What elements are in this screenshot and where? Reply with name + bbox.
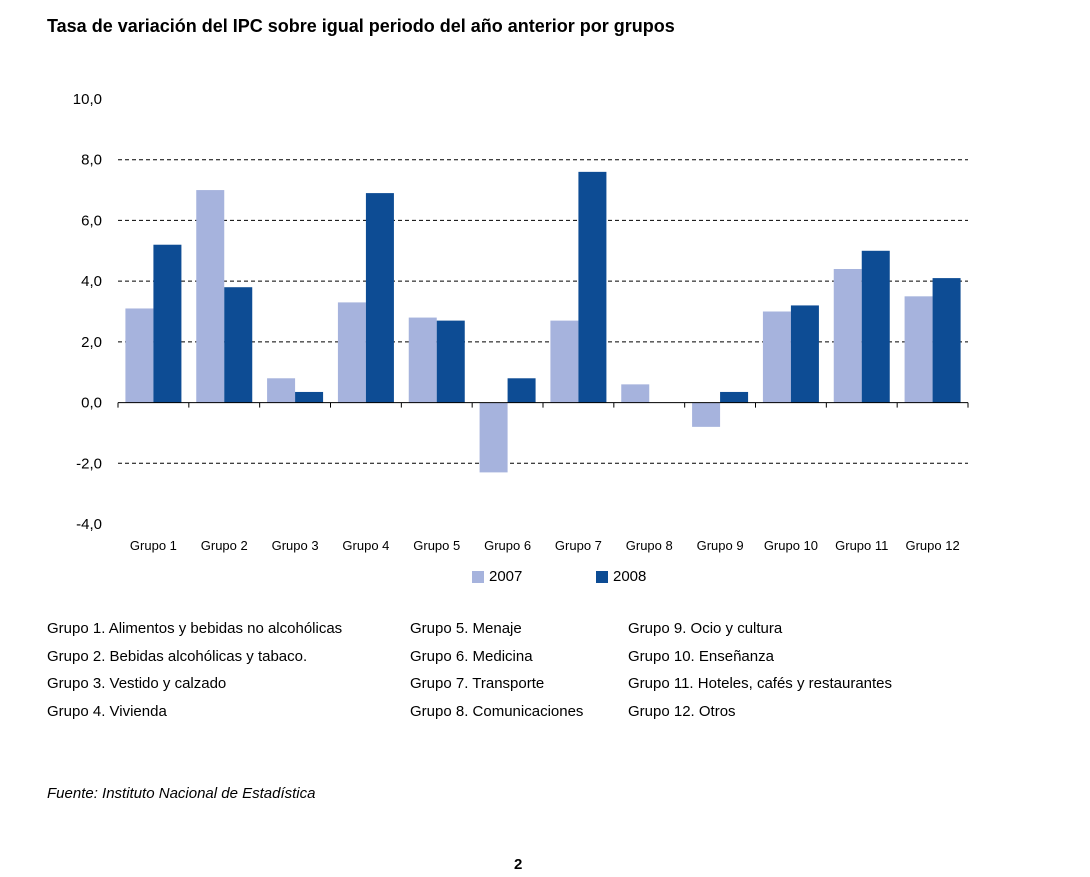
bar-2008-grupo-6	[507, 378, 536, 403]
bar-2007-grupo-8	[621, 384, 650, 403]
legend-label-2007: 2007	[489, 568, 523, 585]
x-tick-label: Grupo 2	[201, 538, 248, 553]
note-item: Grupo 10. Enseñanza	[628, 647, 774, 665]
note-item: Grupo 1. Alimentos y bebidas no alcohóli…	[47, 620, 343, 637]
legend-label-2008: 2008	[613, 568, 647, 585]
y-tick-label: 2,0	[81, 334, 102, 351]
x-tick-label: Grupo 8	[626, 538, 673, 553]
note-item: Grupo 2. Bebidas alcohólicas y tabaco.	[47, 647, 308, 665]
legend-swatch-2007	[472, 570, 484, 583]
note-item: Grupo 5. Menaje	[410, 620, 522, 637]
x-tick-label: Grupo 12	[905, 538, 959, 553]
y-tick-label: 10,0	[73, 91, 102, 108]
bar-2007-grupo-5	[408, 317, 437, 403]
y-tick-label: 8,0	[81, 152, 102, 169]
bar-2007-grupo-2	[196, 190, 225, 403]
bar-chart: 10,0 8,0 6,0 4,0 2,0 0,0 -2,0 -4,0 Grupo 1 Grupo …	[73, 91, 969, 553]
page-number: 2	[514, 856, 523, 873]
bar-2008-grupo-10	[790, 305, 819, 403]
y-tick-label: -2,0	[76, 455, 102, 472]
note-item: Grupo 12. Otros	[628, 703, 736, 721]
notes-column-3: Grupo 9. Ocio y cultura Grupo 10. Enseña…	[628, 619, 892, 730]
x-tick-label: Grupo 7	[555, 538, 602, 553]
y-tick-label: 4,0	[81, 273, 102, 290]
bar-2008-grupo-9	[720, 391, 749, 403]
bar-2008-grupo-7	[578, 171, 607, 403]
note-item: Grupo 3. Vestido y calzado	[47, 675, 227, 693]
bar-2008-grupo-3	[295, 391, 324, 403]
bar-2007-grupo-7	[550, 320, 579, 403]
bar-2008-grupo-1	[153, 244, 182, 403]
x-tick-label: Grupo 4	[342, 538, 389, 553]
source-note: Fuente: Instituto Nacional de Estadístic…	[47, 785, 316, 802]
x-tick-label: Grupo 3	[272, 538, 319, 553]
note-item: Grupo 7. Transporte	[410, 675, 545, 693]
notes-column-1: Grupo 1. Alimentos y bebidas no alcohóli…	[47, 619, 342, 730]
bar-2008-grupo-2	[224, 287, 253, 403]
bar-2007-grupo-12	[904, 296, 933, 403]
bar-2008-grupo-4	[365, 193, 394, 403]
y-tick-label: 6,0	[81, 212, 102, 229]
legend-swatch-2008	[596, 570, 608, 583]
x-tick-label: Grupo 6	[484, 538, 531, 553]
bar-2007-grupo-9	[692, 402, 721, 427]
bar-2008-grupo-5	[436, 320, 465, 403]
bar-2008-grupo-12	[932, 278, 961, 403]
bar-2007-grupo-6	[479, 402, 508, 473]
bar-2007-grupo-11	[833, 269, 862, 403]
y-tick-label: 0,0	[81, 395, 102, 412]
note-item: Grupo 11. Hoteles, cafés y restaurantes	[628, 675, 893, 693]
legend-item-2007: 2007	[472, 568, 522, 585]
bar-2007-grupo-1	[125, 308, 154, 403]
chart-title: Tasa de variación del IPC sobre igual pe…	[47, 16, 675, 36]
note-item: Grupo 8. Comunicaciones	[410, 703, 584, 721]
x-tick-label: Grupo 5	[413, 538, 460, 553]
bar-2008-grupo-11	[861, 250, 890, 403]
bar-2007-grupo-10	[762, 311, 791, 403]
x-tick-label: Grupo 1	[130, 538, 177, 553]
note-item: Grupo 6. Medicina	[410, 647, 533, 665]
x-tick-label: Grupo 11	[835, 538, 888, 553]
bar-2007-grupo-3	[267, 378, 296, 403]
x-tick-label: Grupo 9	[697, 538, 744, 553]
notes-column-2: Grupo 5. Menaje Grupo 6. Medicina Grupo …	[410, 619, 583, 730]
note-item: Grupo 4. Vivienda	[47, 703, 167, 721]
x-tick-label: Grupo 10	[764, 538, 818, 553]
legend-item-2008: 2008	[596, 568, 646, 585]
bar-2007-grupo-4	[337, 302, 366, 403]
y-tick-label: -4,0	[76, 516, 102, 533]
note-item: Grupo 9. Ocio y cultura	[628, 620, 783, 637]
